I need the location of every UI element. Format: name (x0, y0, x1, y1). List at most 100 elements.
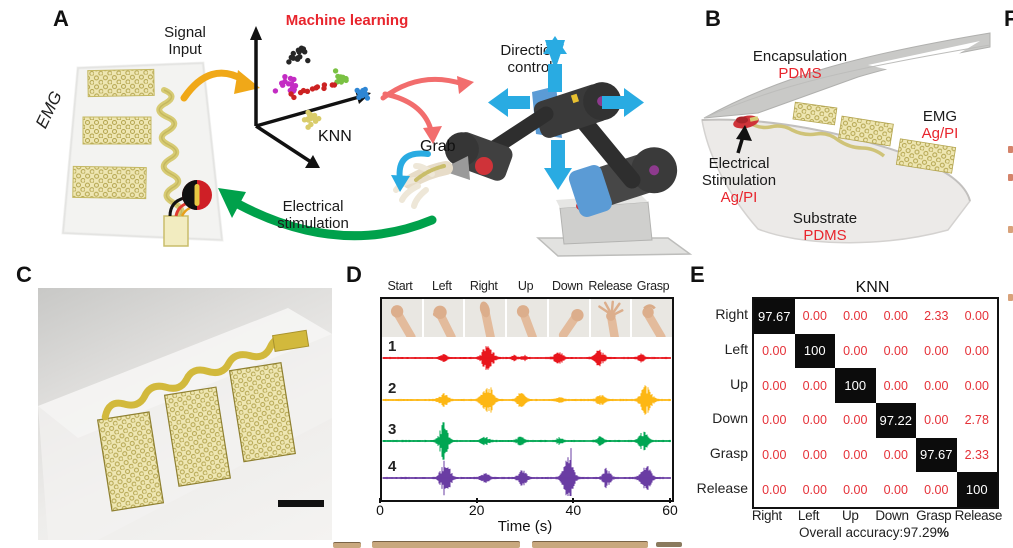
confusion-matrix: 97.67 0.00 0.00 0.00 2.33 0.00 0.00 100 0.00 0.00… (752, 297, 999, 509)
time-axis: 0 20 40 60 (376, 498, 678, 518)
matrix-cell-release-grasp: 0.00 (916, 472, 957, 507)
photo-connector (272, 329, 310, 353)
matrix-col-label-down: Down (875, 508, 909, 523)
hand-photo-right: .arm{stroke:#e3bb9c;stroke-width:9;strok… (465, 299, 506, 337)
scatter-dot-black (305, 57, 311, 64)
matrix-cell-left-down: 0.00 (875, 333, 916, 369)
scatter-dot-red-line (304, 88, 311, 95)
emg-material-label: Ag/PI (921, 125, 959, 142)
knn-label: KNN (318, 128, 352, 145)
matrix-cell-grasp-release: 2.33 (956, 437, 997, 473)
scatter-dot-magenta (291, 86, 297, 93)
scatter-dot-black (302, 49, 308, 55)
scatter-dot-black (294, 56, 301, 62)
stimulation-arrow-icon (218, 188, 437, 241)
overall-accuracy: Overall accuracy:97.29% (798, 525, 950, 540)
matrix-cell-up-down: 0.00 (875, 368, 916, 403)
hand-photo-start: .arm{stroke:#e3bb9c;stroke-width:9;strok… (382, 299, 422, 337)
hand-photo-left: .arm{stroke:#e3bb9c;stroke-width:9;strok… (423, 299, 464, 337)
electrical-stimulation-layer-label: Electrical Stimulation (701, 155, 777, 189)
substrate-material-label: PDMS (803, 227, 847, 244)
matrix-cell-left-up: 0.00 (835, 333, 876, 369)
emg-patch-device-illustration (61, 61, 224, 247)
matrix-col-label-grasp: Grasp (916, 508, 952, 523)
pointer-arrow-icon (736, 125, 752, 154)
matrix-cell-grasp-up: 0.00 (835, 437, 876, 473)
panel-b-label: B (705, 6, 721, 31)
emg-waveforms (382, 346, 671, 496)
x-tick-label-40: 40 (565, 502, 582, 518)
mesh-electrode-1 (87, 68, 155, 98)
matrix-col-label-left: Left (797, 508, 820, 523)
gesture-label-grasp: Grasp (636, 279, 670, 293)
matrix-cell-down-release: 2.78 (956, 403, 997, 438)
pink-arrows-icon (380, 76, 474, 144)
scatter-dot-black (288, 54, 294, 61)
panel-d-label: D (346, 262, 362, 287)
scatter-dot-blue (354, 87, 360, 94)
connector-pad (163, 215, 189, 247)
matrix-cell-grasp-grasp: 97.67 (916, 437, 957, 473)
scatter-dot-green (342, 76, 348, 82)
time-axis-label: Time (s) (497, 518, 553, 535)
scatter-dot-magenta (287, 75, 294, 82)
scatter-dot-black (295, 47, 302, 53)
matrix-cell-release-down: 0.00 (875, 472, 916, 507)
scatter-dot-magenta (272, 88, 279, 94)
matrix-cell-up-right: 0.00 (754, 368, 795, 403)
grab-label: Grab (420, 138, 456, 155)
matrix-cell-right-right: 97.67 (754, 299, 795, 334)
matrix-row-label-right: Right (715, 306, 748, 323)
matrix-row-label-up: Up (730, 375, 748, 392)
photo-serpentine-trace (101, 334, 293, 421)
edge-artifact (1008, 174, 1013, 181)
scatter-dot-blue (364, 95, 371, 101)
scatter-dot-red-line (331, 82, 338, 88)
machine-learning-label: Machine learning (285, 12, 409, 29)
scatter-dot-blue (361, 88, 367, 94)
matrix-cell-right-left: 0.00 (794, 299, 835, 334)
matrix-cell-up-left: 0.00 (794, 368, 835, 403)
direction-arrows-icon (488, 36, 644, 190)
matrix-cell-grasp-left: 0.00 (794, 437, 835, 473)
bottom-cutoff-strip (532, 541, 648, 548)
matrix-row-label-release: Release (696, 479, 748, 496)
matrix-cell-right-release: 0.00 (956, 299, 997, 334)
hand-gesture-strip: .arm{stroke:#e3bb9c;stroke-width:9;strok… (382, 299, 673, 337)
mesh-electrode-2 (82, 116, 152, 145)
matrix-cell-left-left: 100 (794, 333, 835, 369)
x-tick-label-20: 20 (468, 502, 485, 518)
emg-trace-channel-4 (382, 448, 671, 496)
panel-f-label: F (1004, 6, 1013, 31)
knn-scatter-plot (250, 26, 371, 168)
matrix-row-label-left: Left (724, 341, 748, 357)
scatter-dot-magenta (279, 80, 285, 86)
matrix-cell-release-up: 0.00 (835, 472, 876, 507)
x-tick-label-0: 0 (376, 502, 384, 518)
emg-serpentine (749, 121, 886, 158)
panel-a-label: A (53, 6, 69, 31)
channel-number-4: 4 (388, 458, 397, 475)
scatter-dot-green (336, 76, 343, 83)
photo-mesh-electrode-2 (163, 386, 232, 487)
confusion-matrix-row-labels: Right Left Up Down Grasp Release (684, 297, 748, 505)
gesture-label-left: Left (431, 279, 452, 293)
gesture-label-down: Down (552, 279, 583, 293)
encapsulation-label: Encapsulation (752, 48, 848, 65)
matrix-cell-down-up: 0.00 (835, 403, 876, 438)
x-tick-label-60: 60 (662, 502, 678, 518)
mesh-electrode-3 (72, 165, 147, 200)
matrix-cell-right-up: 0.00 (835, 299, 876, 334)
encapsulation-material-label: PDMS (778, 65, 822, 82)
matrix-cell-left-release: 0.00 (956, 333, 997, 369)
matrix-cell-down-right: 0.00 (754, 403, 795, 438)
matrix-col-label-right: Right (751, 508, 782, 523)
robot-arm-illustration (393, 36, 693, 257)
matrix-row-label-down: Down (712, 410, 748, 427)
edge-artifact (1008, 226, 1013, 233)
emg-plot-box: .arm{stroke:#e3bb9c;stroke-width:9;strok… (380, 297, 674, 502)
matrix-col-label-up: Up (841, 508, 859, 523)
matrix-cell-right-grasp: 2.33 (916, 299, 957, 334)
matrix-col-label-release: Release (954, 508, 1003, 523)
substrate-label: Substrate (792, 210, 858, 227)
